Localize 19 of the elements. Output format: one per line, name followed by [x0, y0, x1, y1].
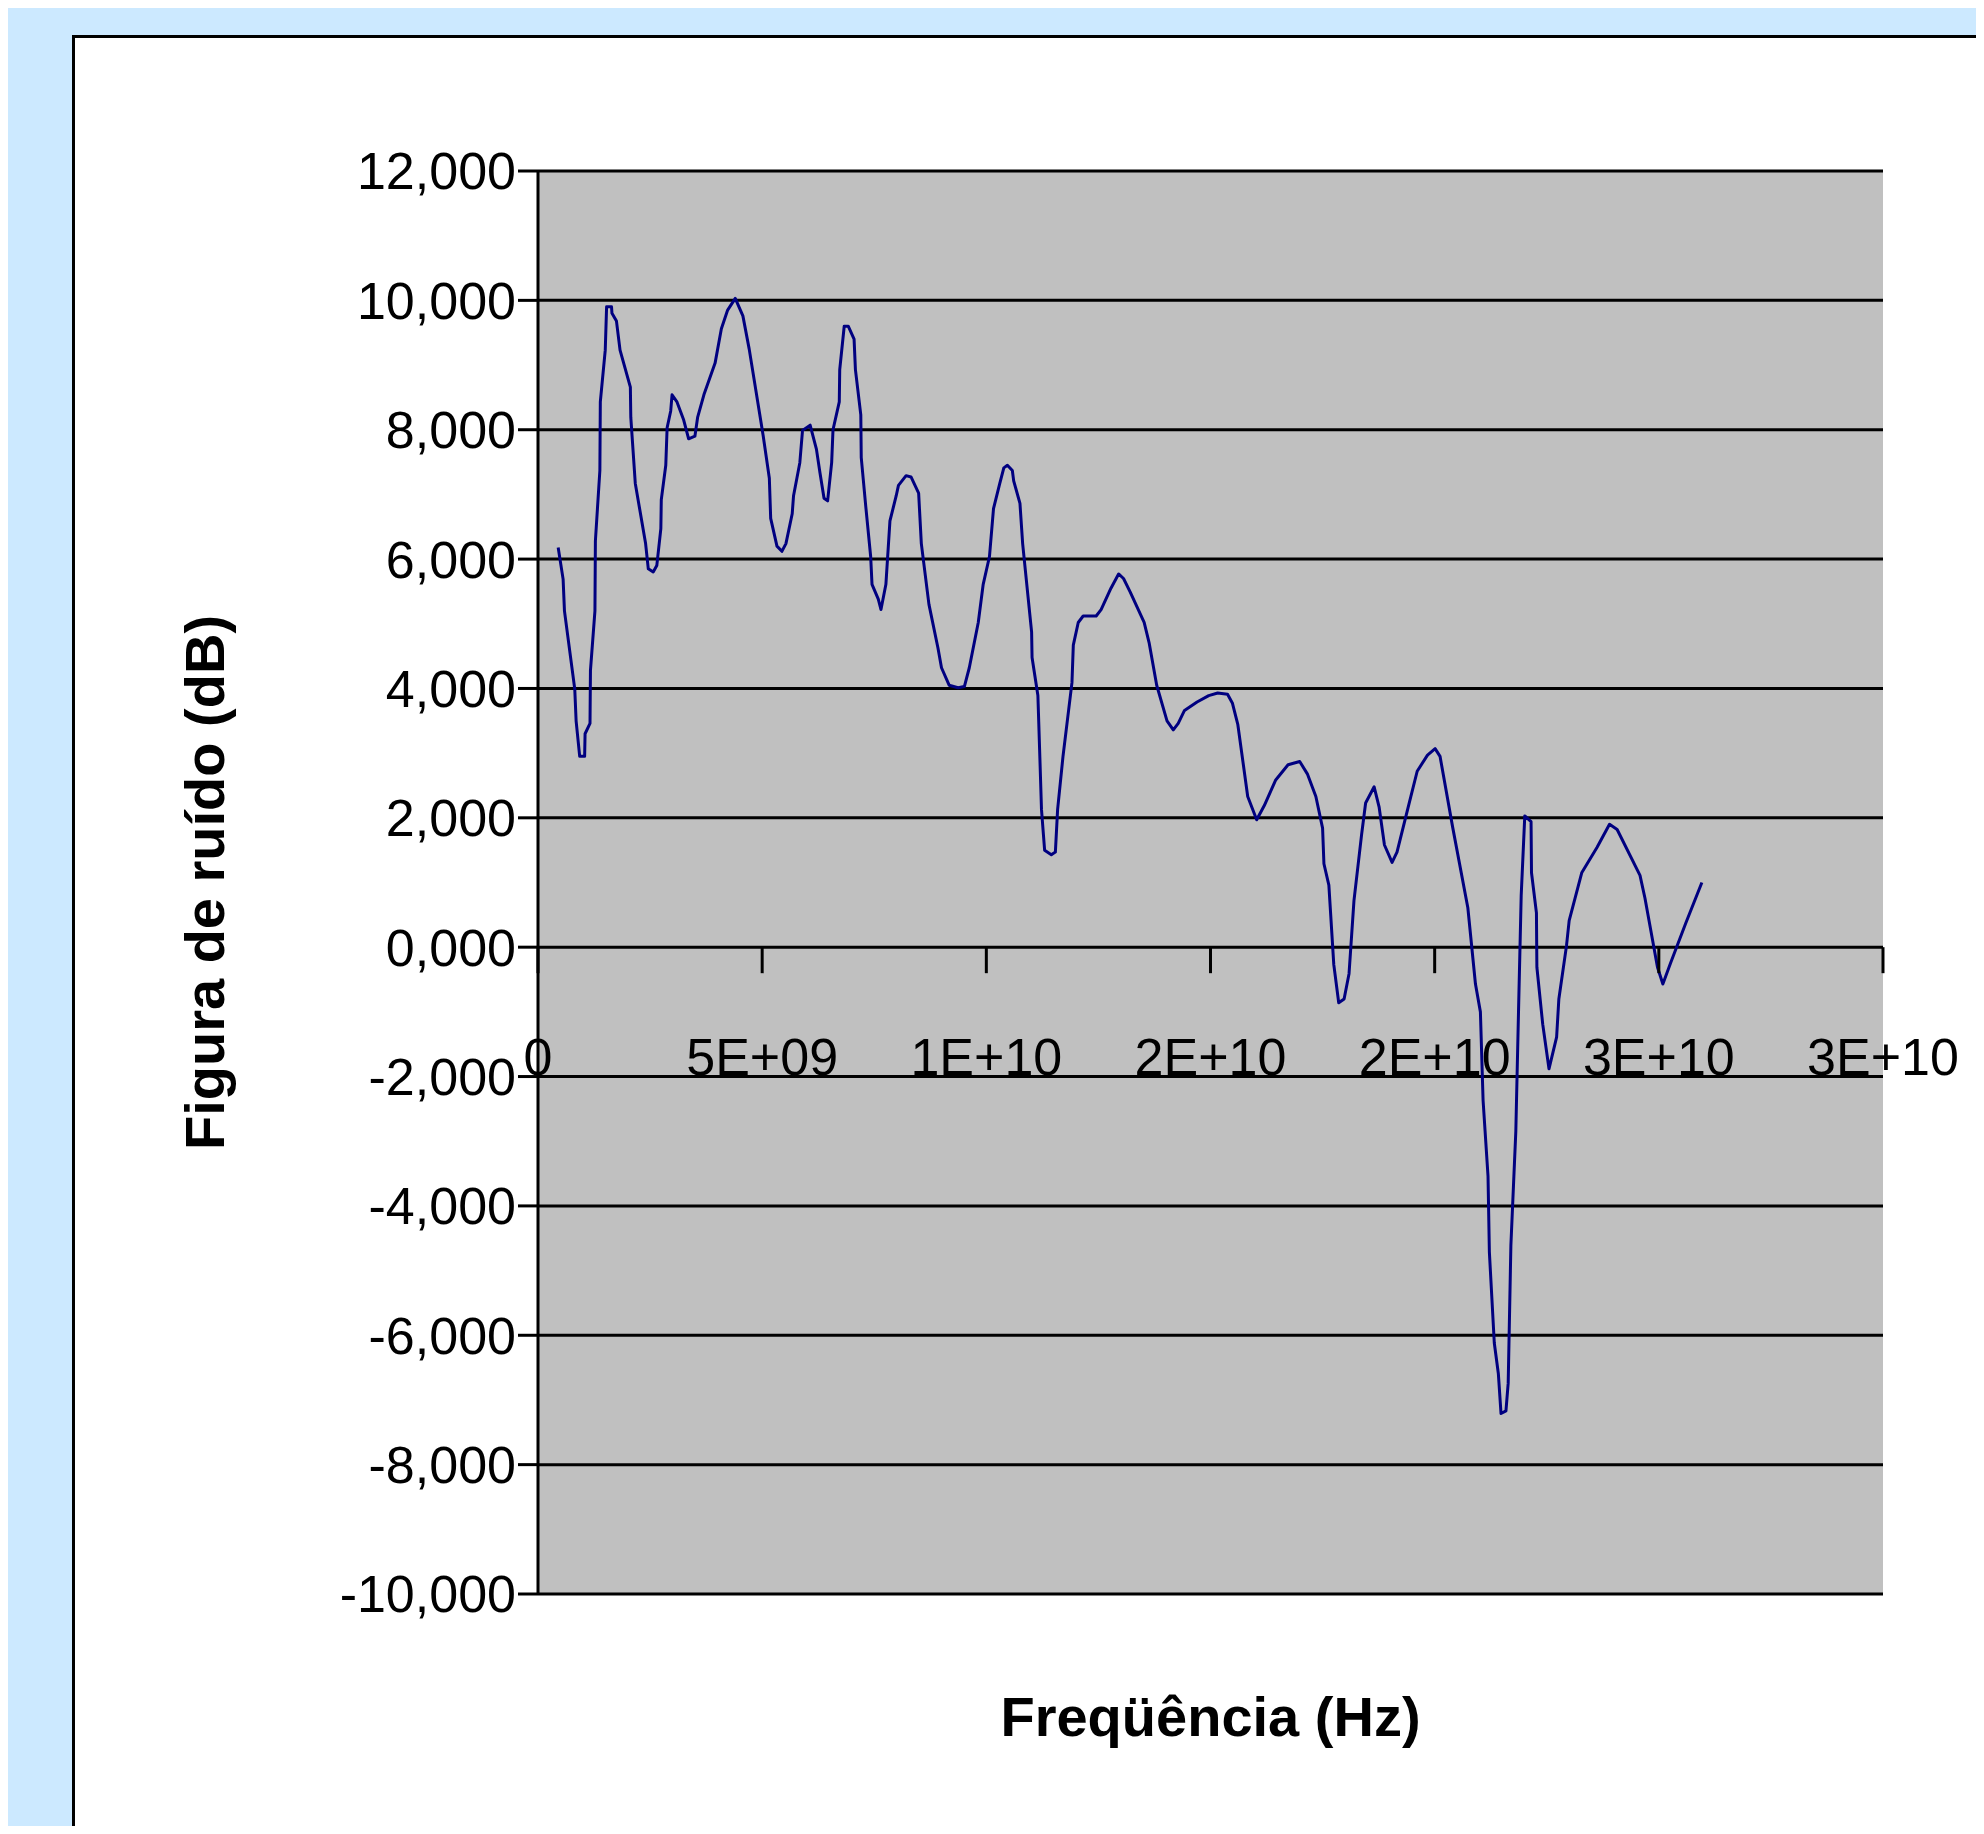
y-tick-label: 4,000 — [385, 659, 516, 718]
x-tick-label: 5E+09 — [686, 1028, 839, 1087]
x-tick-label: 2E+10 — [1134, 1028, 1287, 1087]
y-tick-label: -10,000 — [339, 1565, 516, 1624]
y-tick-label: 2,000 — [385, 789, 516, 848]
x-axis-title: Freqüência (Hz) — [1000, 1685, 1421, 1748]
y-tick-label: 6,000 — [385, 530, 516, 589]
x-tick-label: 1E+10 — [910, 1028, 1063, 1087]
y-tick-label: -8,000 — [368, 1436, 516, 1495]
x-tick-label: 3E+10 — [1582, 1028, 1735, 1087]
y-tick-label: 12,000 — [356, 142, 516, 201]
y-tick-label: -4,000 — [368, 1177, 516, 1236]
x-tick-label: 3E+10 — [1807, 1028, 1959, 1087]
y-axis-title: Figura de ruído (dB) — [172, 614, 236, 1151]
y-tick-label: 0,000 — [385, 918, 516, 977]
y-tick-label: 8,000 — [385, 401, 516, 460]
y-tick-label: -6,000 — [368, 1306, 516, 1365]
y-tick-label: -2,000 — [368, 1048, 516, 1107]
y-tick-label: 10,000 — [356, 271, 516, 330]
